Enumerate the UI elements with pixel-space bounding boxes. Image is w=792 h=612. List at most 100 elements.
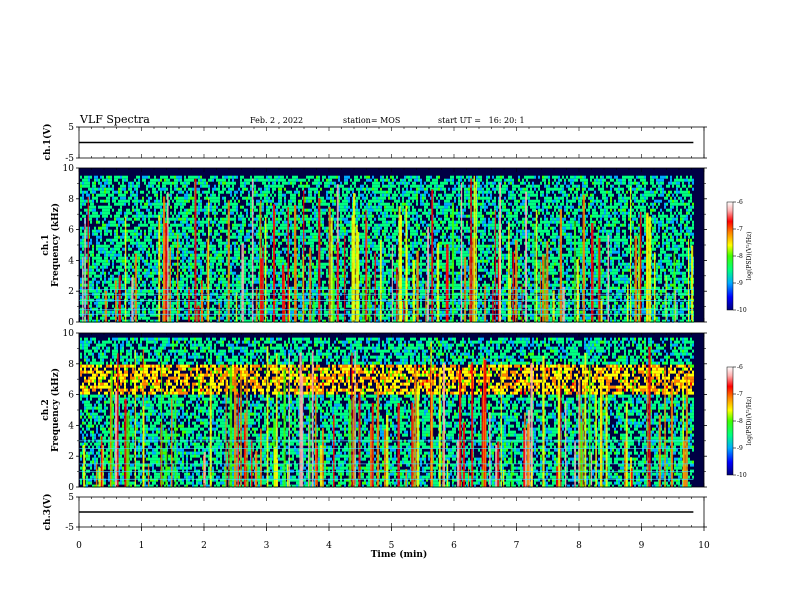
ch1-cell	[326, 301, 328, 305]
ch1-cell	[316, 268, 318, 272]
ch1-cell	[308, 277, 310, 281]
ch1-cell	[308, 190, 310, 194]
ch1-cell	[238, 274, 240, 278]
ch1-cell	[332, 187, 334, 191]
ch1-cell	[128, 277, 130, 281]
ch1-cell	[152, 313, 154, 317]
ch1-cell	[242, 190, 244, 194]
ch1-cell	[302, 196, 304, 200]
ch1-cell	[346, 202, 348, 206]
ch1-cell	[250, 274, 252, 278]
ch1-cell	[288, 268, 290, 272]
ch1-cell	[316, 208, 318, 212]
ch1-cell	[182, 247, 184, 251]
ch1-cell	[90, 217, 92, 221]
ch1-cell	[270, 310, 272, 314]
ch1-cell	[338, 274, 340, 278]
ch1-cell	[360, 232, 362, 236]
ch1-cell	[240, 193, 242, 197]
ch1-cell	[304, 301, 306, 305]
ch1-cell	[284, 178, 286, 182]
ch1-cell	[372, 280, 374, 284]
ch1-cell	[120, 220, 122, 224]
ch1-cell	[346, 214, 348, 218]
ch1-cell	[344, 211, 346, 215]
ch1-cell	[300, 271, 302, 275]
ch1-cell	[80, 259, 82, 263]
ch1-cell	[342, 223, 344, 227]
ch1-cell	[262, 208, 264, 212]
ch1-cell	[364, 283, 366, 287]
ch1-cell	[324, 226, 326, 230]
ch1-cell	[268, 307, 270, 311]
ch1-cell	[244, 310, 246, 314]
ch1-cell	[234, 250, 236, 254]
ch1-cell	[128, 274, 130, 278]
ch1-cell	[186, 289, 188, 293]
ch1-cell	[120, 208, 122, 212]
ch1-cell	[198, 196, 200, 200]
ch1-cell	[296, 190, 298, 194]
ch1-cell	[346, 187, 348, 191]
ch1-cell	[96, 319, 98, 323]
ch1-cell	[98, 304, 100, 308]
ch1-cell	[264, 187, 266, 191]
ch1-cell	[124, 202, 126, 206]
ch1-cell	[380, 205, 382, 209]
ch1-cell	[96, 286, 98, 290]
ch1-cell	[320, 310, 322, 314]
ch1-cell	[296, 295, 298, 299]
ch1-cell	[104, 223, 106, 227]
ch1-cell	[304, 190, 306, 194]
ch1-cell	[254, 274, 256, 278]
ch1-cell	[122, 220, 124, 224]
ch1-cell	[196, 256, 198, 260]
ch1-cell	[184, 283, 186, 287]
ch1-cell	[280, 262, 282, 266]
ch1-cell	[212, 304, 214, 308]
ch1-cell	[190, 175, 192, 179]
ch1-cell	[152, 247, 154, 251]
ch1-cell	[186, 220, 188, 224]
ch1-cell	[208, 178, 210, 182]
ch1-cell	[102, 265, 104, 269]
ch1-cell	[126, 178, 128, 182]
ch1-cell	[304, 310, 306, 314]
ch1-cell	[266, 208, 268, 212]
ch1-cell	[110, 175, 112, 179]
ch1-cell	[110, 256, 112, 260]
ch1-cell	[224, 196, 226, 200]
ch1-cell	[234, 253, 236, 257]
ch1-cell	[142, 244, 144, 248]
ch1-cell	[130, 238, 132, 242]
ch1-cell	[104, 280, 106, 284]
ch1-cell	[334, 223, 336, 227]
ch1-cell	[156, 271, 158, 275]
ch1-cell	[354, 184, 356, 188]
ch1-cell	[150, 196, 152, 200]
ch1-cell	[190, 280, 192, 284]
ch1-cell	[178, 211, 180, 215]
ch1-cell	[330, 244, 332, 248]
ch1-cell	[314, 196, 316, 200]
ch1-cell	[384, 178, 386, 182]
ch1-cell	[176, 184, 178, 188]
ch1-cell	[340, 226, 342, 230]
ch1-cell	[156, 223, 158, 227]
ch1-cell	[326, 268, 328, 272]
ch1-cell	[130, 241, 132, 245]
ch1-cell	[224, 313, 226, 317]
ch1-cell	[296, 175, 298, 179]
ch1-cell	[222, 268, 224, 272]
ch1-cell	[320, 268, 322, 272]
ch1-cell	[242, 241, 244, 245]
ch1-cell	[386, 208, 388, 212]
ch1-cell	[96, 244, 98, 248]
ch1-cell	[92, 250, 94, 254]
ch1-cell	[346, 250, 348, 254]
ch1-cell	[280, 271, 282, 275]
ch1-cell	[140, 301, 142, 305]
ch1-cell	[210, 241, 212, 245]
ch1-cell	[114, 277, 116, 281]
ch1-cell	[344, 178, 346, 182]
